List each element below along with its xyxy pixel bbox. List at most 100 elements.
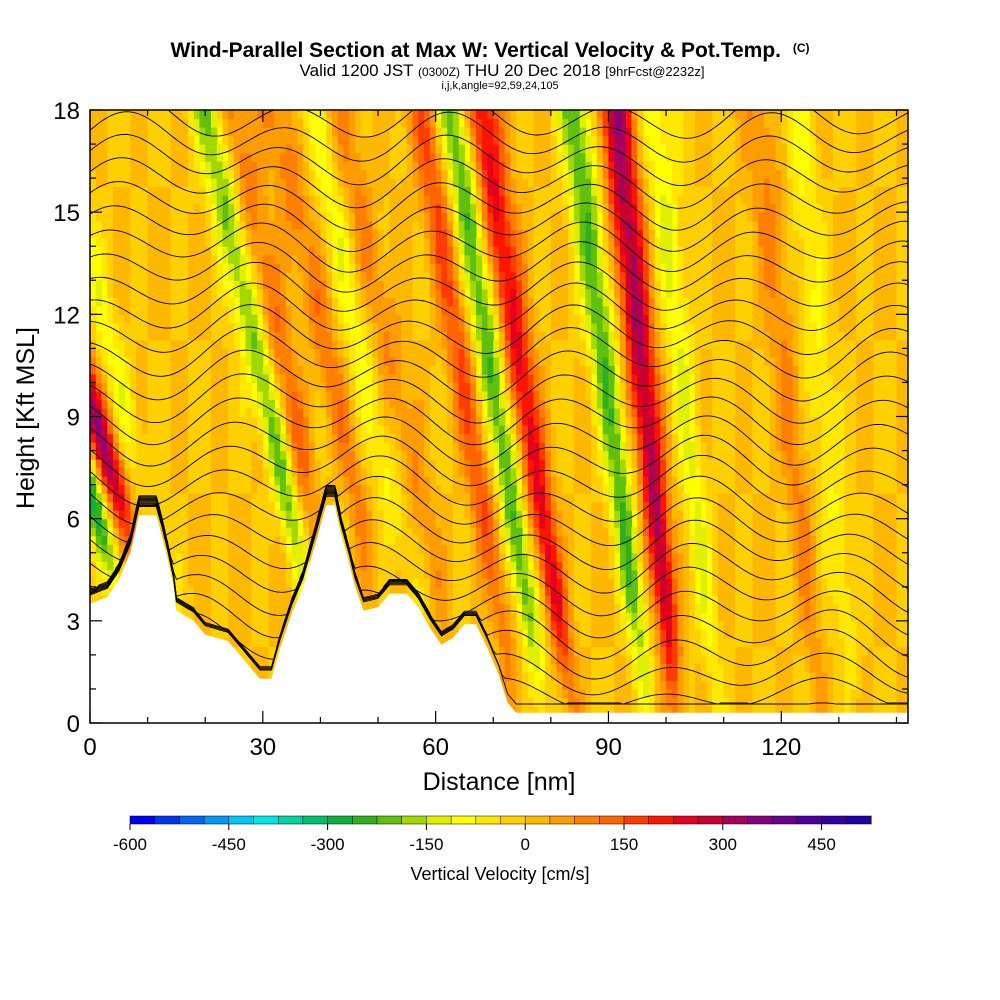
w-cell <box>245 518 252 528</box>
w-cell <box>337 442 345 452</box>
w-cell <box>251 569 258 579</box>
w-cell <box>159 229 166 239</box>
w-cell <box>176 144 183 154</box>
w-cell <box>113 493 120 503</box>
w-cell <box>113 407 120 418</box>
w-cell <box>435 433 442 443</box>
w-cell <box>395 271 402 281</box>
w-cell <box>141 271 149 281</box>
w-cell <box>153 322 160 332</box>
w-cell <box>412 127 419 137</box>
w-cell <box>153 297 160 307</box>
w-cell <box>245 450 252 460</box>
w-cell <box>285 127 293 137</box>
w-cell <box>424 356 431 367</box>
w-cell <box>343 169 350 179</box>
w-cell <box>343 501 350 511</box>
w-cell <box>372 365 379 375</box>
w-cell <box>164 527 172 537</box>
w-cell <box>210 527 218 537</box>
w-cell <box>441 612 448 622</box>
w-cell <box>239 220 247 230</box>
w-cell <box>481 186 489 196</box>
w-cell <box>107 271 114 281</box>
w-cell <box>182 373 189 384</box>
w-cell <box>291 407 298 418</box>
w-cell <box>470 578 477 588</box>
w-cell <box>366 484 373 494</box>
w-cell <box>303 493 310 503</box>
w-cell <box>90 552 97 562</box>
w-cell <box>406 416 414 426</box>
w-cell <box>153 169 160 179</box>
w-cell <box>424 425 431 435</box>
w-cell <box>124 314 131 324</box>
w-cell <box>147 212 154 222</box>
w-cell <box>493 629 500 639</box>
w-cell <box>245 578 252 588</box>
w-cell <box>199 220 206 230</box>
w-cell <box>308 390 316 401</box>
w-cell <box>418 450 425 460</box>
w-cell <box>95 476 103 486</box>
w-cell <box>257 263 264 273</box>
w-cell <box>130 305 137 315</box>
w-cell <box>343 220 350 230</box>
w-cell <box>262 501 270 511</box>
w-cell <box>222 433 229 443</box>
w-cell <box>187 203 195 213</box>
w-cell <box>251 254 258 264</box>
w-cell <box>308 544 316 554</box>
w-cell <box>187 339 195 349</box>
w-cell <box>245 314 252 324</box>
w-cell <box>285 280 293 290</box>
w-cell <box>141 322 149 332</box>
w-cell <box>199 612 206 622</box>
w-cell <box>95 127 103 137</box>
w-cell <box>383 527 391 537</box>
w-cell <box>447 586 454 596</box>
w-cell <box>257 493 264 503</box>
w-cell <box>239 586 247 596</box>
w-cell <box>228 169 235 179</box>
w-cell <box>164 467 172 477</box>
w-cell <box>314 348 322 358</box>
w-cell <box>406 535 414 545</box>
w-cell <box>205 280 212 290</box>
w-cell <box>308 518 316 528</box>
w-cell <box>418 246 425 256</box>
w-cell <box>412 365 419 375</box>
w-cell <box>199 288 206 298</box>
w-cell <box>262 118 270 128</box>
w-cell <box>441 442 448 452</box>
w-cell <box>354 510 362 520</box>
w-cell <box>458 348 466 358</box>
w-cell <box>205 467 212 477</box>
w-cell <box>101 254 108 264</box>
w-cell <box>441 433 448 443</box>
w-cell <box>176 339 183 349</box>
w-cell <box>170 144 178 154</box>
w-cell <box>199 561 206 571</box>
w-cell <box>234 620 241 630</box>
w-cell <box>429 348 437 358</box>
w-cell <box>228 246 235 256</box>
w-cell <box>210 365 218 375</box>
w-cell <box>481 288 489 298</box>
w-cell <box>389 373 396 384</box>
w-cell <box>475 178 483 188</box>
w-cell <box>136 178 143 188</box>
w-cell <box>107 254 114 264</box>
w-cell <box>257 365 264 375</box>
w-cell <box>193 356 201 367</box>
w-cell <box>326 399 333 409</box>
w-cell <box>389 493 396 503</box>
w-cell <box>297 246 304 256</box>
w-cell <box>412 510 419 520</box>
w-cell <box>395 484 402 494</box>
w-cell <box>274 493 281 503</box>
w-cell <box>216 467 224 477</box>
w-cell <box>389 425 396 435</box>
w-cell <box>349 135 356 145</box>
w-cell <box>366 203 373 213</box>
